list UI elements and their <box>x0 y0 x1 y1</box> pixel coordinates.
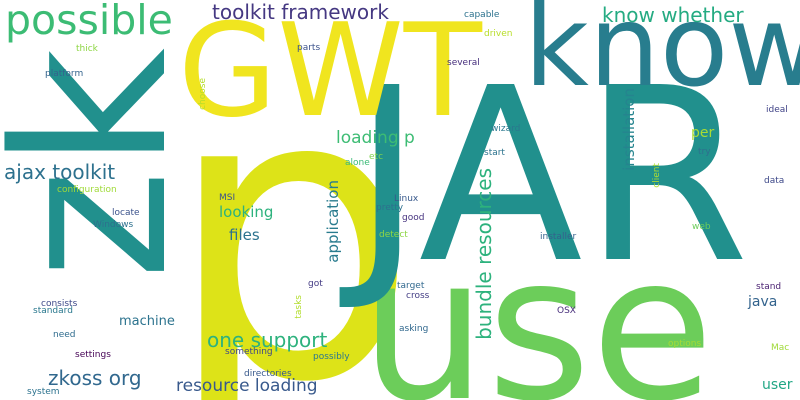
word-installer: installer <box>540 232 577 242</box>
word-per: per <box>691 125 715 141</box>
word-mac: Mac <box>771 343 790 353</box>
word-driven: driven <box>484 29 513 39</box>
word-several: several <box>447 58 480 68</box>
word-application: application <box>324 180 342 263</box>
word-good: good <box>402 213 425 223</box>
word-start: start <box>484 148 505 158</box>
word-cross: cross <box>406 291 430 301</box>
word-thick: thick <box>76 44 98 54</box>
word-configuration: configuration <box>57 185 117 195</box>
word-windows: Windows <box>93 220 134 230</box>
word-wizard: wizard <box>491 124 521 134</box>
word-bundle-resources: bundle resources <box>472 168 496 340</box>
word-zkoss-org: zkoss org <box>48 366 142 390</box>
word-target: target <box>397 281 425 291</box>
word-p: p <box>165 5 419 400</box>
word-tasks: tasks <box>294 295 304 319</box>
word-machine: machine <box>119 314 175 329</box>
word-toolkit-framework: toolkit framework <box>212 0 389 24</box>
word-java: java <box>748 294 778 310</box>
word-loading-p: loading p <box>336 128 415 148</box>
word-gwt: GWT <box>178 0 482 146</box>
word-settings: settings <box>75 350 111 360</box>
word-looking: looking <box>219 203 274 221</box>
word-files: files <box>229 226 260 244</box>
word-parts: parts <box>297 43 321 53</box>
word-osx: OSX <box>557 306 576 316</box>
word-possible: possible <box>5 0 173 44</box>
word-use: use <box>360 213 715 400</box>
word-alone: alone <box>345 158 370 168</box>
word-got: got <box>308 279 323 289</box>
word-installation: installation <box>620 88 638 171</box>
word-locate: locate <box>112 208 140 218</box>
word-jar: JAR <box>352 36 750 316</box>
word-directories: directories <box>244 369 292 379</box>
word-stand: stand <box>756 282 782 292</box>
word-ajax-toolkit: ajax toolkit <box>4 160 116 184</box>
word-data: data <box>764 176 785 186</box>
word-options: options <box>668 339 702 349</box>
word-detect: detect <box>379 230 408 240</box>
word-standard: standard <box>33 306 73 316</box>
word-choose: choose <box>198 78 208 110</box>
word-need: need <box>53 330 76 340</box>
word-something: something <box>225 347 273 357</box>
word-msi: MSI <box>219 193 236 203</box>
word-pretty: pretty <box>376 203 404 213</box>
word-web: web <box>692 222 711 232</box>
word-ideal: ideal <box>766 105 788 115</box>
word-know: know <box>524 0 800 112</box>
word-system: system <box>27 387 60 397</box>
word-try: try <box>698 147 711 157</box>
word-resource-loading: resource loading <box>176 376 318 396</box>
word-consists: consists <box>41 299 78 309</box>
word-possibly: possibly <box>313 352 350 362</box>
word-asking: asking <box>399 324 429 334</box>
word-platform: platform <box>45 69 84 79</box>
word-one-support: one support <box>207 328 328 352</box>
word-etc: etc <box>369 152 384 162</box>
word-client: client <box>652 163 662 188</box>
word-capable: capable <box>464 10 500 20</box>
word-linux: Linux <box>394 194 419 204</box>
word-know-whether: know whether <box>602 3 744 27</box>
word-user: user <box>762 377 793 393</box>
